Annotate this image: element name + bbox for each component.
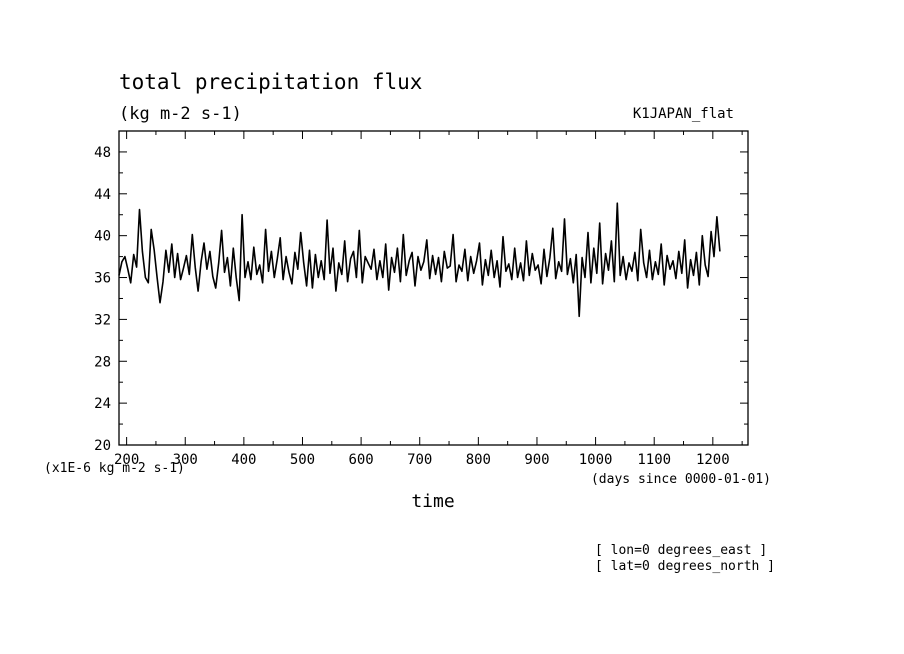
annotation-lat: [ lat=0 degrees_north ]: [595, 559, 775, 574]
x-axis: 200 300 400 500 600 700 800 900 1000 1100 1200: [114, 131, 743, 468]
x-tick-label: 600: [348, 452, 373, 468]
x-units-label: (days since 0000-01-01): [591, 472, 771, 487]
chart-title: total precipitation flux: [119, 70, 422, 94]
x-tick-label: 200: [114, 452, 139, 468]
series-line: [118, 202, 721, 318]
x-tick-label: 900: [524, 452, 549, 468]
y-scale-label: (x1E-6 kg m-2 s-1): [44, 461, 185, 476]
annotation-lon: [ lon=0 degrees_east ]: [595, 543, 767, 558]
x-tick-label: 400: [231, 452, 256, 468]
x-axis-label: time: [411, 491, 454, 512]
y-tick-label: 20: [94, 438, 111, 454]
x-tick-label: 1100: [637, 452, 671, 468]
x-tick-label: 1000: [579, 452, 613, 468]
x-tick-label: 700: [407, 452, 432, 468]
y-tick-label: 32: [94, 312, 111, 328]
plot-frame: [118, 130, 749, 446]
y-tick-label: 48: [94, 145, 111, 161]
dataset-label: K1JAPAN_flat: [633, 106, 734, 122]
x-tick-label: 300: [173, 452, 198, 468]
y-tick-label: 44: [94, 187, 111, 203]
y-axis: 20 24 28 32 36 40 44 48: [94, 130, 748, 454]
x-tick-label: 500: [290, 452, 315, 468]
y-tick-label: 36: [94, 271, 111, 287]
y-tick-label: 24: [94, 396, 111, 412]
y-tick-label: 28: [94, 354, 111, 370]
y-tick-label: 40: [94, 229, 111, 245]
chart-subtitle-units: (kg m-2 s-1): [119, 104, 242, 124]
x-tick-label: 1200: [696, 452, 730, 468]
x-tick-label: 800: [466, 452, 491, 468]
